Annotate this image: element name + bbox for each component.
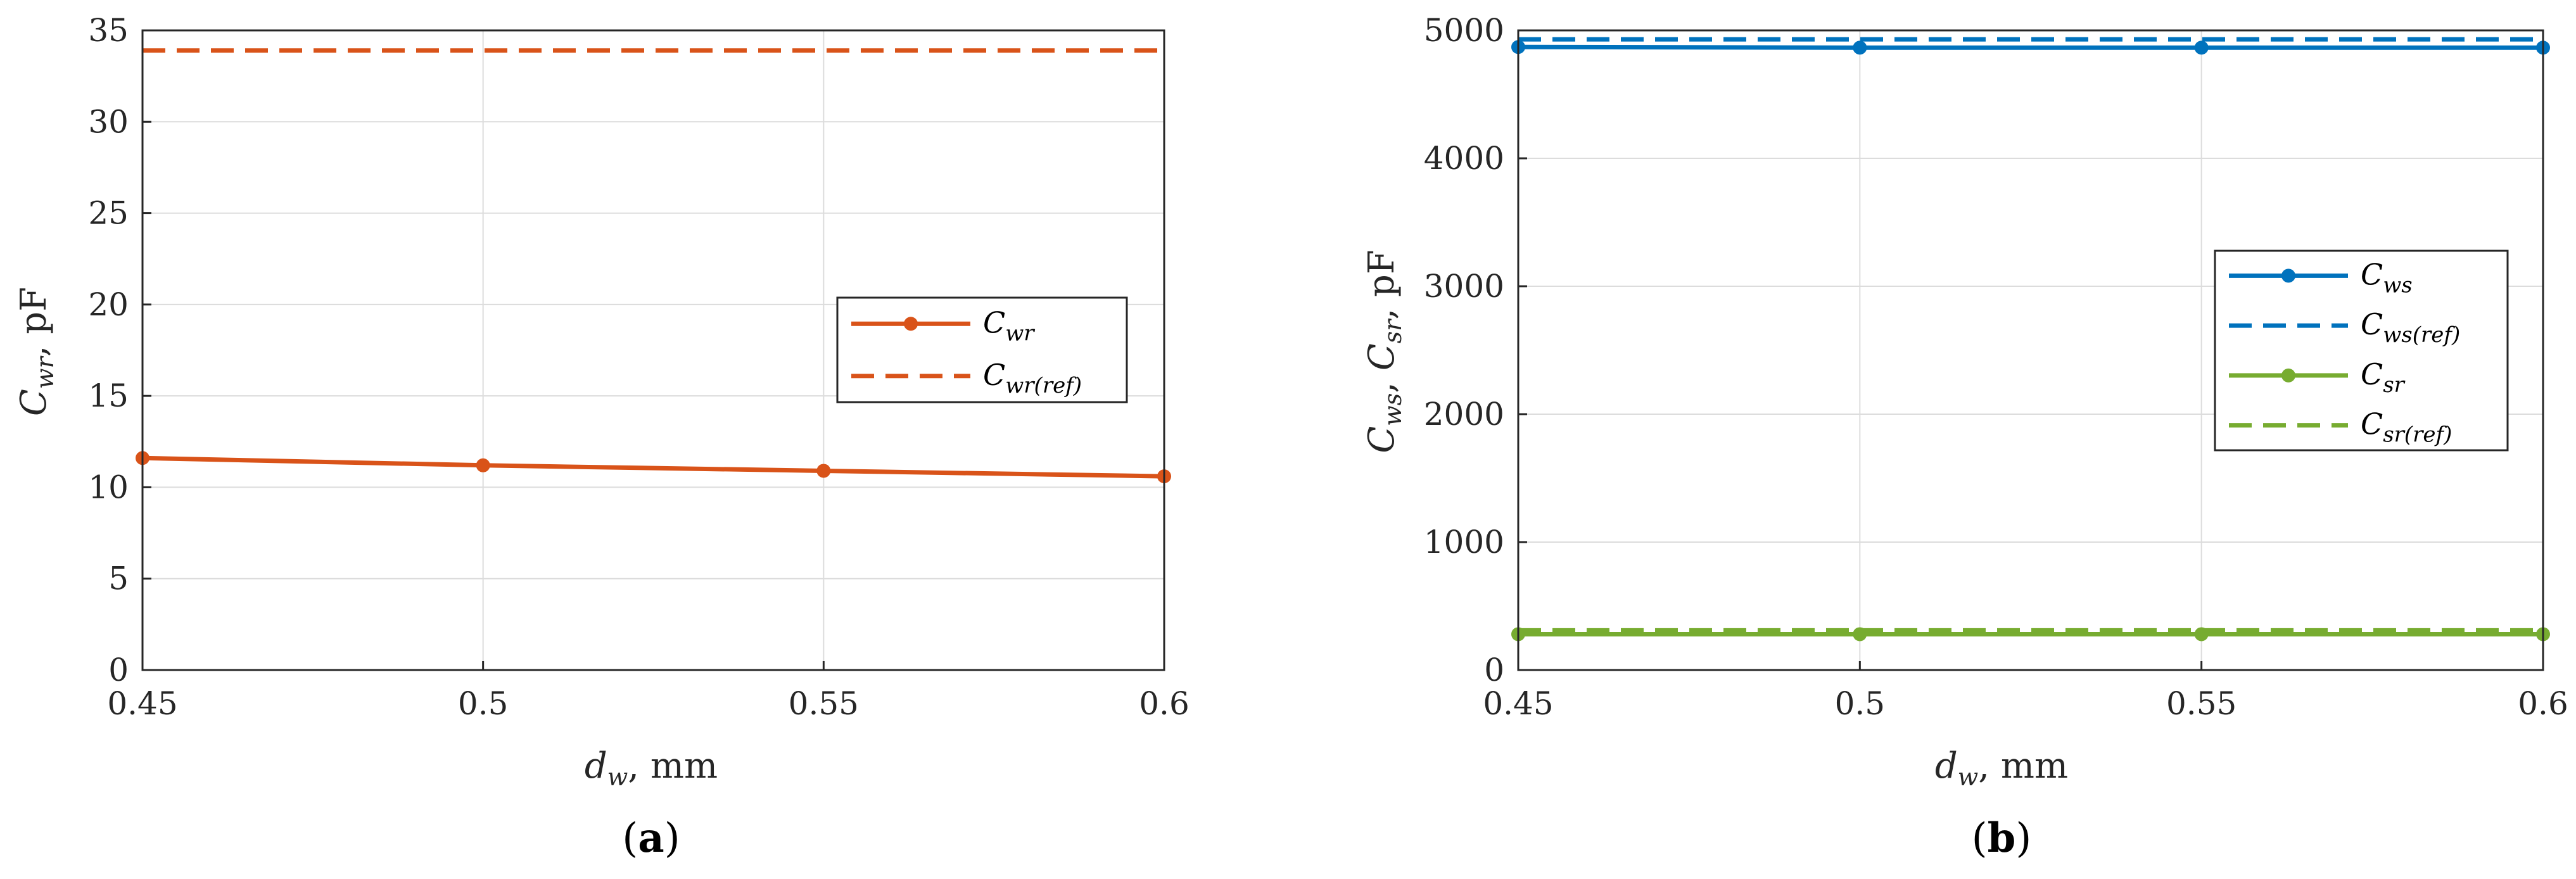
- y-tick-label: 20: [88, 286, 129, 323]
- y-tick-label: 2000: [1424, 396, 1504, 433]
- y-tick-label: 0: [108, 652, 129, 688]
- y-tick-label: 5000: [1424, 12, 1504, 49]
- panel-label-b: (b): [1972, 814, 2032, 862]
- y-tick-label: 10: [88, 469, 129, 505]
- x-tick-label: 0.55: [789, 685, 859, 722]
- y-tick-label: 5: [108, 560, 129, 597]
- x-tick-label: 0.5: [458, 685, 509, 722]
- plot-frame: [141, 29, 1165, 671]
- data-point: [816, 464, 831, 478]
- chart-b-xlabel: dw, mm: [1935, 745, 2068, 791]
- legend-label: Cwr(ref): [983, 358, 1082, 398]
- y-tick-label: 15: [88, 377, 129, 414]
- legend-label: Csr: [2361, 357, 2406, 398]
- legend-label: Cws: [2361, 257, 2413, 298]
- x-tick-label: 0.55: [2166, 685, 2237, 722]
- chart-a-xlabel: dw, mm: [585, 745, 718, 791]
- legend-box: [2214, 250, 2509, 452]
- x-tick-label: 0.6: [2518, 685, 2568, 722]
- panel-label-a: (a): [622, 814, 680, 862]
- data-point: [2194, 41, 2209, 55]
- legend-label: Cwr: [983, 305, 1035, 346]
- legend-marker: [904, 317, 918, 331]
- chart-a-ylabel: Cwr, pF: [13, 287, 59, 416]
- y-tick-label: 3000: [1424, 268, 1504, 305]
- legend: Cwr Cwr(ref): [836, 296, 1128, 403]
- y-tick-label: 0: [1484, 652, 1504, 688]
- chart-b: 0.45 0.5 0.55 0.6010002000300040005000CwsCw…: [1424, 12, 2568, 722]
- data-point: [1853, 41, 1867, 55]
- chart-a: 0.45 0.5 0.55 0.6 0 5 10 15 20 25 30 35 Cwr Cwr(ref): [88, 12, 1189, 722]
- y-tick-label: 30: [88, 103, 129, 140]
- plot-frame: [1517, 29, 2544, 671]
- legend-label: Csr(ref): [2361, 407, 2452, 448]
- legend-box: [836, 296, 1128, 403]
- x-tick-label: 0.45: [107, 685, 177, 722]
- y-tick-label: 1000: [1424, 524, 1504, 560]
- legend: Cws Cws(ref) Csr Csr(ref): [2214, 250, 2509, 452]
- y-tick-label: 4000: [1424, 140, 1504, 177]
- chart-b-ylabel: Cws, Csr, pF: [1361, 250, 1407, 453]
- legend-marker: [2281, 269, 2295, 283]
- series-line-c_wr: [142, 455, 1165, 479]
- x-tick-label: 0.5: [1835, 685, 1886, 722]
- legend-marker: [2281, 368, 2295, 383]
- legend-label: Cws(ref): [2361, 307, 2460, 348]
- y-tick-label: 25: [88, 195, 129, 232]
- y-tick-label: 35: [88, 12, 129, 49]
- data-point: [476, 458, 490, 472]
- x-tick-label: 0.45: [1483, 685, 1553, 722]
- x-tick-label: 0.6: [1139, 685, 1190, 722]
